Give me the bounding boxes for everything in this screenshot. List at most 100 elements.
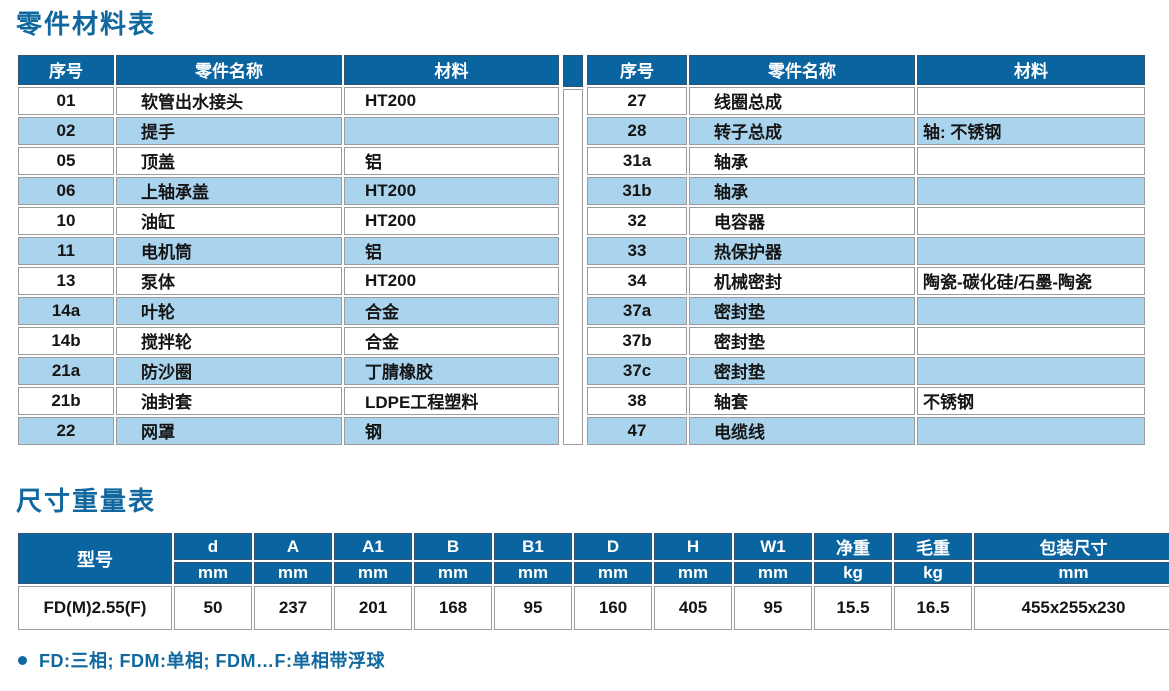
serial-cell: 02	[18, 116, 114, 145]
model-legend-text: FD:三相; FDM:单相; FDM…F:单相带浮球	[39, 651, 385, 672]
table-row: 28 转子总成 轴: 不锈钢	[587, 116, 1145, 145]
material-cell	[917, 86, 1145, 115]
part-name-cell: 机械密封	[689, 266, 915, 295]
value-cell: 160	[574, 586, 652, 631]
table-row: 22 网罩钢	[18, 416, 559, 445]
serial-cell: 28	[587, 116, 687, 145]
table-row: 06 上轴承盖 HT200	[18, 176, 559, 205]
serial-cell: 38	[587, 386, 687, 415]
header-dim-unit: mm	[974, 562, 1169, 585]
header-material: 材料	[344, 54, 559, 85]
bullet-icon	[18, 655, 27, 665]
serial-cell: 14a	[18, 296, 114, 325]
dimensions-weight-table: 型号 d A A1 B B1 D H W1 净重 毛重 包装尺寸 mm mm mm mm mm mm mm mm kg k…	[16, 531, 1169, 632]
serial-cell: 13	[18, 266, 114, 295]
serial-cell: 47	[587, 416, 687, 445]
serial-cell: 27	[587, 86, 687, 115]
part-name-cell: 转子总成	[689, 116, 915, 145]
serial-cell: 34	[587, 266, 687, 295]
header-part-name: 零件名称	[689, 54, 915, 85]
material-cell: HT200	[344, 266, 559, 295]
value-cell: 95	[494, 586, 572, 631]
header-dim-unit: mm	[654, 562, 732, 585]
value-cell: 168	[414, 586, 492, 631]
parts-table-title: 零件材料表	[16, 9, 157, 39]
serial-cell: 11	[18, 236, 114, 265]
part-name-cell: 网罩	[116, 416, 342, 445]
table-divider-body	[563, 88, 583, 445]
table-row: 31a 轴承	[587, 146, 1145, 175]
material-cell: HT200	[344, 206, 559, 235]
header-dim-label: d	[174, 533, 252, 561]
material-cell: 合金	[344, 296, 559, 325]
part-name-cell: 软管出水接头	[116, 86, 342, 115]
part-name-cell: 密封垫	[689, 356, 915, 385]
header-dim-label: W1	[734, 533, 812, 561]
header-material: 材料	[917, 54, 1145, 85]
material-cell	[917, 206, 1145, 235]
parts-material-section: 序号 零件名称 材料 01 软管出水接头 HT200 02 提手 05 顶盖铝 06 上轴承盖 HT20…	[16, 53, 1153, 447]
table-row: 47 电缆线	[587, 416, 1145, 445]
value-cell: 16.5	[894, 586, 972, 631]
material-cell	[344, 116, 559, 145]
table-row: 37c 密封垫	[587, 356, 1145, 385]
material-cell: 不锈钢	[917, 386, 1145, 415]
table-row: 13 泵体 HT200	[18, 266, 559, 295]
serial-cell: 31a	[587, 146, 687, 175]
table-row: 27 线圈总成	[587, 86, 1145, 115]
table-row: 37b 密封垫	[587, 326, 1145, 355]
material-cell: 合金	[344, 326, 559, 355]
header-dim-label: A	[254, 533, 332, 561]
spec-sheet-page: 零件材料表 序号 零件名称 材料 01 软管出水接头 HT200 02 提手 05 顶盖铝 06 上轴…	[16, 9, 1169, 673]
table-row: 34 机械密封 陶瓷-碳化硅/石墨-陶瓷	[587, 266, 1145, 295]
material-cell	[917, 356, 1145, 385]
header-row: 序号 零件名称 材料	[587, 54, 1145, 85]
value-cell: 455x255x230	[974, 586, 1169, 631]
part-name-cell: 油封套	[116, 386, 342, 415]
material-cell	[917, 416, 1145, 445]
table-divider-header	[563, 54, 583, 87]
value-cell: 50	[174, 586, 252, 631]
part-name-cell: 轴承	[689, 146, 915, 175]
part-name-cell: 搅拌轮	[116, 326, 342, 355]
part-name-cell: 油缸	[116, 206, 342, 235]
material-cell: 陶瓷-碳化硅/石墨-陶瓷	[917, 266, 1145, 295]
serial-cell: 22	[18, 416, 114, 445]
header-serial: 序号	[18, 54, 114, 85]
header-dim-unit: mm	[414, 562, 492, 585]
header-dim-label: 净重	[814, 533, 892, 561]
table-row: 05 顶盖铝	[18, 146, 559, 175]
material-cell	[917, 146, 1145, 175]
serial-cell: 37a	[587, 296, 687, 325]
table-row: 14a 叶轮 合金	[18, 296, 559, 325]
header-dim-unit: mm	[574, 562, 652, 585]
serial-cell: 10	[18, 206, 114, 235]
header-dim-unit: mm	[334, 562, 412, 585]
header-dim-label: H	[654, 533, 732, 561]
material-cell	[917, 176, 1145, 205]
value-cell: 95	[734, 586, 812, 631]
table-row: 21a 防沙圈 丁腈橡胶	[18, 356, 559, 385]
table-row: 21b 油封套 LDPE工程塑料	[18, 386, 559, 415]
header-row: 序号 零件名称 材料	[18, 54, 559, 85]
model-cell: FD(M)2.55(F)	[18, 586, 172, 631]
header-dim-label: B1	[494, 533, 572, 561]
serial-cell: 14b	[18, 326, 114, 355]
header-dim-unit: mm	[734, 562, 812, 585]
serial-cell: 37c	[587, 356, 687, 385]
header-unit-row: mm mm mm mm mm mm mm mm kg kg mm	[18, 562, 1169, 585]
part-name-cell: 泵体	[116, 266, 342, 295]
material-cell	[917, 326, 1145, 355]
serial-cell: 06	[18, 176, 114, 205]
part-name-cell: 电缆线	[689, 416, 915, 445]
table-row: 10 油缸 HT200	[18, 206, 559, 235]
header-dim-label: 包装尺寸	[974, 533, 1169, 561]
part-name-cell: 顶盖	[116, 146, 342, 175]
part-name-cell: 电机筒	[116, 236, 342, 265]
table-row: 01 软管出水接头 HT200	[18, 86, 559, 115]
value-cell: 405	[654, 586, 732, 631]
model-legend-note: FD:三相; FDM:单相; FDM…F:单相带浮球	[16, 647, 1153, 673]
parts-table-left: 序号 零件名称 材料 01 软管出水接头 HT200 02 提手 05 顶盖铝 06 上轴承盖 HT20…	[16, 53, 561, 447]
serial-cell: 05	[18, 146, 114, 175]
header-dim-unit: mm	[174, 562, 252, 585]
